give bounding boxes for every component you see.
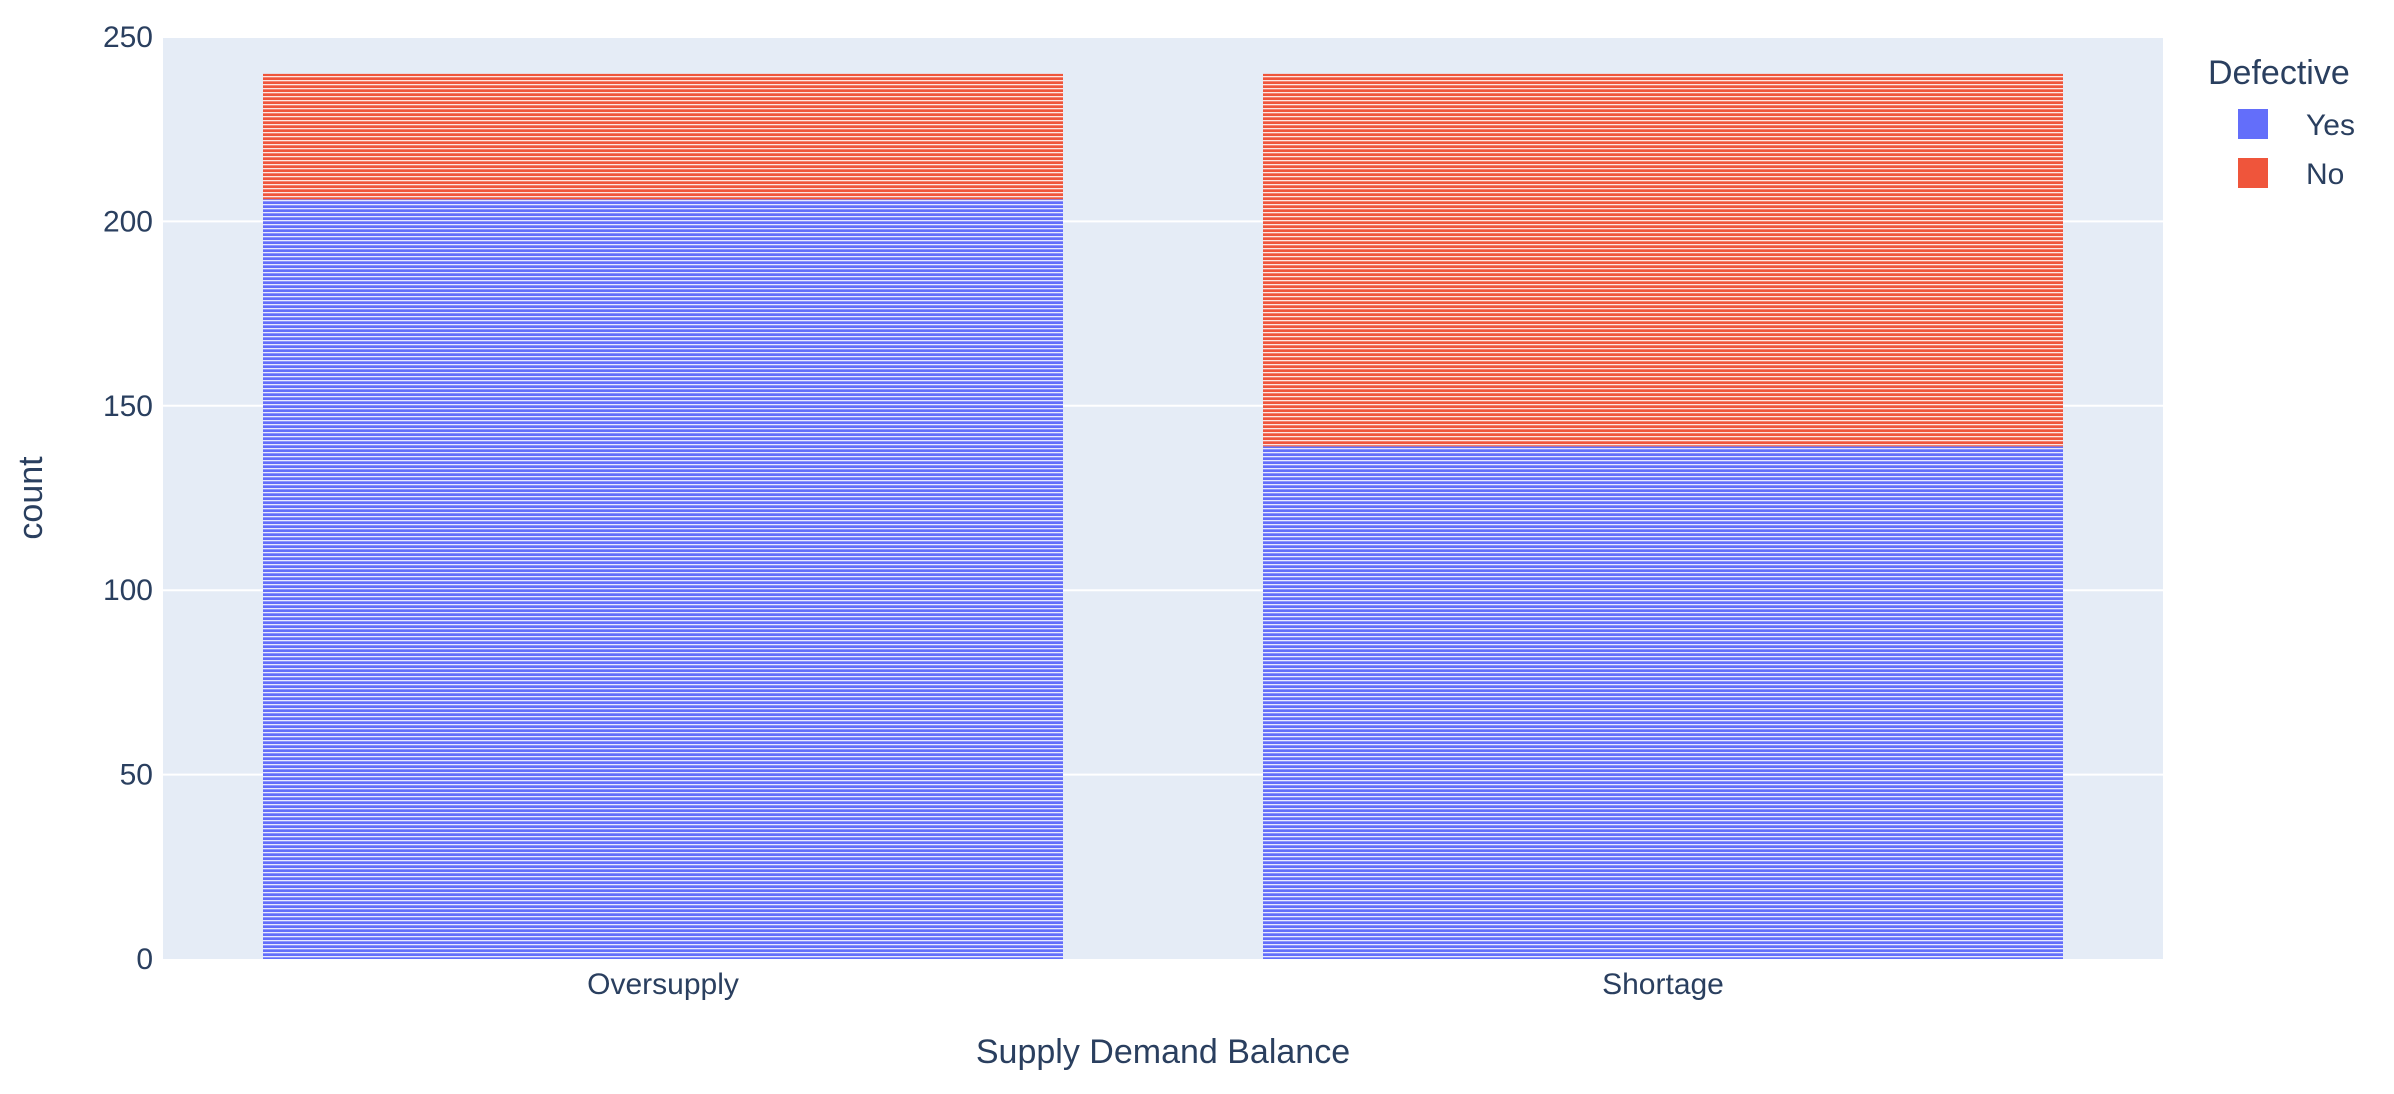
- bar-shortage-no[interactable]: [1263, 73, 2063, 447]
- x-axis-ticks: Oversupply Shortage: [587, 968, 1724, 1001]
- y-axis-ticks: 0 50 100 150 200 250: [103, 21, 153, 976]
- bar-oversupply-yes[interactable]: [263, 199, 1063, 960]
- y-tick-label: 150: [103, 390, 153, 423]
- x-tick-label: Oversupply: [587, 968, 739, 1001]
- y-tick-label: 250: [103, 21, 153, 54]
- y-axis-label: count: [12, 456, 50, 540]
- legend-title: Defective: [2208, 54, 2350, 92]
- legend-label-yes[interactable]: Yes: [2306, 109, 2355, 142]
- bar-oversupply-no[interactable]: [263, 73, 1063, 200]
- y-tick-label: 50: [120, 759, 153, 792]
- legend: Defective Yes No: [2208, 54, 2355, 191]
- y-tick-label: 200: [103, 205, 153, 238]
- legend-label-no[interactable]: No: [2306, 158, 2344, 191]
- x-tick-label: Shortage: [1602, 968, 1724, 1001]
- x-axis-label: Supply Demand Balance: [976, 1033, 1350, 1071]
- y-tick-label: 100: [103, 574, 153, 607]
- bars: [263, 73, 2063, 960]
- bar-shortage-yes[interactable]: [1263, 446, 2063, 959]
- y-tick-label: 0: [136, 943, 153, 976]
- legend-swatch-no[interactable]: [2238, 158, 2268, 188]
- legend-swatch-yes[interactable]: [2238, 109, 2268, 139]
